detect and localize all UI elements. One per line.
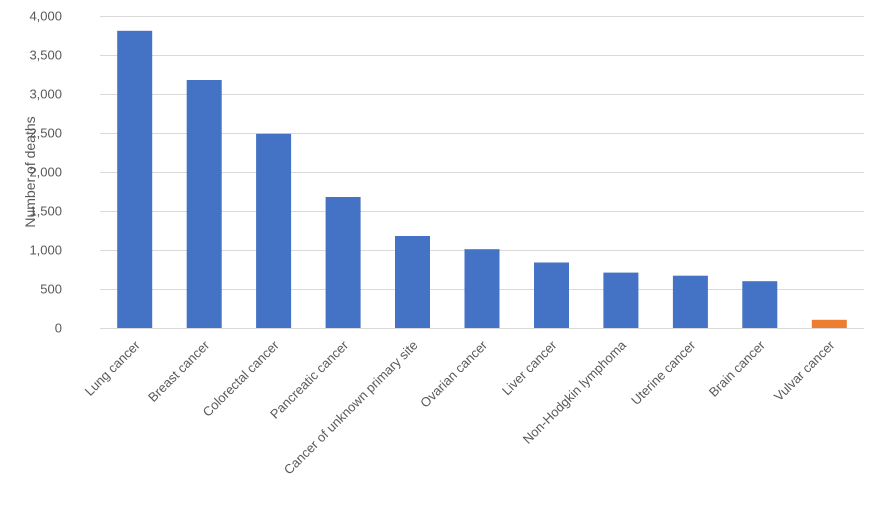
bars [117, 30, 847, 329]
bar-uterine-cancer [672, 275, 708, 328]
bar-colorectal-cancer [256, 133, 292, 328]
bar-liver-cancer [534, 262, 569, 328]
bar-lung-cancer [117, 30, 153, 329]
gridlines [100, 16, 864, 329]
y-tick-label: 2,000 [29, 165, 62, 180]
x-tick-label: Breast cancer [145, 337, 213, 405]
bar-pancreatic-cancer [325, 197, 361, 328]
bar-ovarian-cancer [464, 249, 500, 328]
x-tick-label: Uterine cancer [628, 337, 699, 408]
bar-brain-cancer [742, 281, 778, 328]
y-tick-label: 2,500 [29, 126, 62, 141]
bar-vulvar-cancer [811, 319, 847, 328]
y-tick-label: 1,000 [29, 243, 62, 258]
y-axis-tick-labels: 0 500 1,000 1,500 2,000 2,500 3,000 3,500 4,000 [29, 9, 62, 336]
x-tick-label: Cancer of unknown primary site [281, 338, 421, 478]
bar-non-hodgkin-lymphoma [603, 272, 639, 328]
bar-breast-cancer [186, 80, 222, 328]
y-tick-label: 500 [40, 282, 62, 297]
x-tick-label: Liver cancer [499, 337, 560, 398]
x-tick-label: Brain cancer [706, 337, 769, 400]
y-tick-label: 3,500 [29, 48, 62, 63]
bar-cancer-of-unknown-primary-site [395, 236, 430, 328]
y-tick-label: 0 [55, 321, 62, 336]
y-tick-label: 4,000 [29, 9, 62, 24]
x-tick-label: Ovarian cancer [417, 337, 490, 410]
x-tick-label: Vulvar cancer [771, 337, 838, 404]
x-tick-label: Lung cancer [82, 337, 144, 399]
y-tick-label: 1,500 [29, 204, 62, 219]
y-tick-label: 3,000 [29, 87, 62, 102]
y-axis-title: Number of deaths [22, 116, 38, 227]
